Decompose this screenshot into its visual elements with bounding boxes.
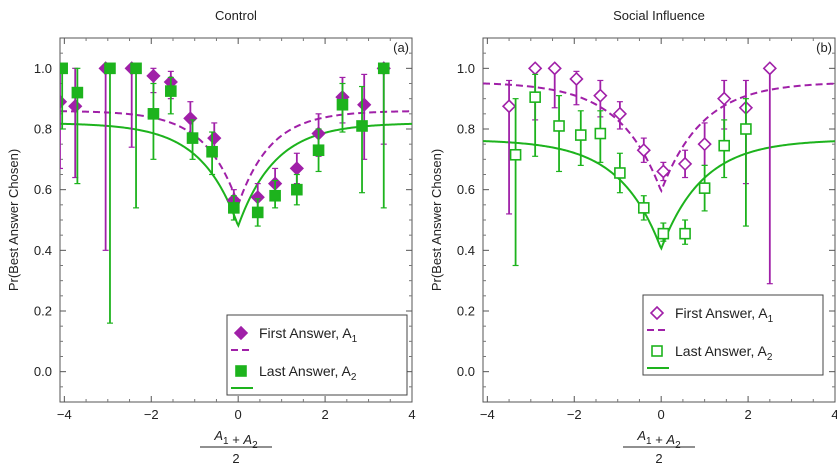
control-point-last-answer (206, 145, 218, 158)
control-legend-label-first-answer: First Answer, A1 (259, 325, 358, 345)
control-x-tick-label: 4 (408, 407, 415, 422)
social-point-last-answer (698, 182, 711, 194)
social-y-tick-label: 0.4 (457, 243, 475, 258)
social-y-tick-label: 0.2 (457, 304, 475, 319)
control-point-first-answer (60, 94, 68, 109)
control-data-layer (60, 61, 412, 324)
control-panel-label: (a) (393, 40, 409, 55)
social-fit-line-first-answer (483, 82, 835, 194)
control-point-first-answer (289, 161, 304, 176)
social-point-last-answer (509, 148, 522, 161)
social-point-last-answer (679, 227, 691, 240)
control-point-first-answer (68, 99, 83, 114)
social-legend-label-first-answer: First Answer, A1 (675, 305, 774, 325)
social-point-first-answer (636, 143, 651, 158)
control-legend-box (226, 314, 408, 396)
control-point-last-answer (269, 189, 281, 202)
social-point-last-answer (594, 127, 607, 140)
control-x-tick-label: 2 (321, 407, 328, 422)
social-point-first-answer (762, 61, 777, 76)
social-y-tick-label: 0.6 (457, 182, 475, 197)
control-point-last-answer (291, 183, 303, 196)
control-legend-marker-last-answer (235, 365, 247, 377)
social-point-first-answer (501, 99, 517, 114)
social-x-tick-label: −4 (480, 407, 495, 422)
social-fit-line-last-answer (483, 140, 835, 251)
control-y-tick-label: 0.8 (34, 122, 52, 137)
control-x-tick-label: −2 (144, 407, 159, 422)
social-x-tick-label: 0 (658, 407, 665, 422)
social-point-last-answer (529, 91, 541, 103)
control-point-last-answer (251, 206, 264, 219)
social-y-tick-label: 0.0 (457, 364, 475, 379)
control-x-tick-label: −4 (57, 407, 72, 422)
social-legend-marker-first-answer (649, 305, 665, 321)
control-y-tick-label: 0.6 (34, 182, 52, 197)
control-y-tick-label: 0.0 (34, 364, 52, 379)
control-x-axis-label-numerator: A1 + A2 (213, 428, 258, 451)
social-legend-marker-last-answer (651, 345, 663, 357)
social-y-axis-label: Pr(Best Answer Chosen) (429, 149, 444, 291)
social-point-last-answer (553, 120, 565, 132)
social-x-axis-label-numerator: A1 + A2 (636, 428, 681, 451)
social-point-first-answer (569, 71, 584, 87)
social-legend-box (642, 294, 824, 376)
control-point-first-answer (146, 68, 161, 84)
social-point-first-answer (528, 61, 543, 76)
control-point-last-answer (228, 202, 240, 214)
social-legend: First Answer, A1 Last Answer, A2 (642, 294, 824, 376)
control-point-last-answer (312, 144, 325, 157)
control-point-last-answer (104, 62, 116, 75)
control-y-tick-label: 0.4 (34, 243, 52, 258)
control-point-last-answer (356, 120, 368, 132)
panel-control: Control (a) −4 −2 0 2 4 0.0 0.2 0.4 0.6 0.8 1.0 Pr(Be… (6, 8, 416, 465)
control-point-last-answer (130, 62, 142, 75)
control-y-tick-label: 1.0 (34, 61, 52, 76)
social-point-first-answer (547, 61, 562, 76)
control-point-last-answer (186, 132, 199, 144)
control-x-tick-label: 0 (235, 407, 242, 422)
control-point-last-answer (71, 86, 84, 99)
control-point-last-answer (147, 108, 160, 120)
social-y-tick-label: 0.8 (457, 122, 475, 137)
control-x-axis-label-denominator: 2 (232, 451, 239, 465)
social-point-first-answer (612, 106, 628, 121)
social-point-first-answer (717, 91, 732, 106)
social-point-first-answer (697, 137, 712, 152)
social-point-last-answer (657, 227, 670, 240)
panel-social-influence: Social Influence (b) −4 −2 0 2 4 0.0 0.2 0.4 0.6 0.… (429, 8, 837, 465)
control-point-last-answer (60, 62, 68, 75)
social-x-tick-label: 2 (744, 407, 751, 422)
social-point-last-answer (637, 202, 650, 214)
control-point-first-answer (357, 97, 372, 112)
control-point-last-answer (377, 62, 390, 75)
social-data-layer (483, 61, 835, 285)
control-legend-marker-first-answer (233, 325, 249, 341)
control-point-first-answer (207, 130, 222, 146)
control-point-last-answer (336, 98, 349, 111)
control-legend: First Answer, A1 Last Answer, A2 (226, 314, 408, 396)
control-legend-label-last-answer: Last Answer, A2 (259, 363, 357, 383)
social-y-tick-label: 1.0 (457, 61, 475, 76)
control-point-first-answer (183, 111, 198, 126)
social-point-first-answer (677, 156, 693, 172)
social-point-last-answer (718, 139, 730, 152)
control-y-tick-label: 0.2 (34, 304, 52, 319)
social-point-first-answer (593, 88, 608, 103)
social-point-last-answer (614, 167, 626, 179)
social-legend-label-last-answer: Last Answer, A2 (675, 343, 773, 363)
control-y-axis-label: Pr(Best Answer Chosen) (6, 149, 21, 291)
social-x-axis-label-denominator: 2 (655, 451, 662, 465)
control-chart-title: Control (215, 8, 257, 23)
social-point-last-answer (740, 123, 752, 135)
social-panel-label: (b) (816, 40, 832, 55)
social-chart-title: Social Influence (613, 8, 705, 23)
social-point-last-answer (574, 129, 587, 141)
social-x-tick-label: 4 (831, 407, 837, 422)
social-x-tick-label: −2 (567, 407, 582, 422)
social-point-first-answer (656, 164, 671, 179)
control-point-last-answer (165, 85, 177, 97)
